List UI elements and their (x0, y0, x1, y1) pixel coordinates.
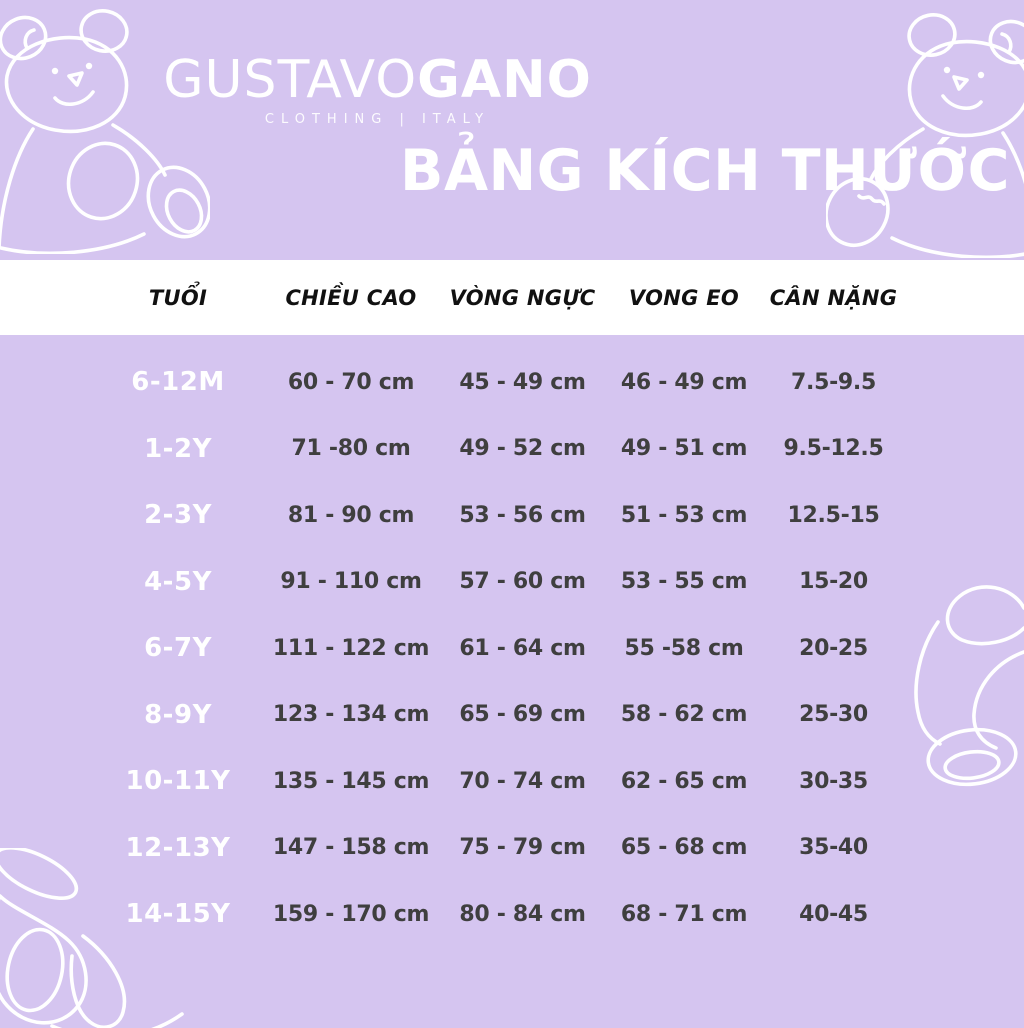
header-height: CHIỀU CAO (285, 285, 417, 310)
age-cell: 12-13Y (125, 832, 231, 863)
table-header: TUỔI CHIỀU CAO VÒNG NGỰC VONG EO CÂN NẶN… (0, 260, 1024, 335)
brand-name: GUSTAVOGANO (55, 50, 700, 110)
weight-cell: 20-25 (799, 635, 868, 661)
waist-cell: 46 - 49 cm (620, 369, 748, 395)
brand-logo: GUSTAVOGANO CLOTHING | ITALY (55, 50, 700, 128)
table-row: 6-12M 60 - 70 cm 45 - 49 cm 46 - 49 cm 7… (0, 349, 1024, 416)
waist-cell: 65 - 68 cm (620, 835, 748, 861)
header-age: TUỔI (148, 285, 208, 310)
height-cell: 135 - 145 cm (272, 768, 430, 794)
age-cell: 2-3Y (144, 500, 212, 531)
weight-cell: 35-40 (799, 835, 868, 861)
waist-cell: 49 - 51 cm (620, 436, 748, 462)
chest-cell: 80 - 84 cm (459, 901, 586, 927)
table-row: 12-13Y 147 - 158 cm 75 - 79 cm 65 - 68 c… (0, 815, 1024, 882)
header-waist: VONG EO (628, 285, 740, 310)
chest-cell: 57 - 60 cm (459, 569, 586, 595)
waist-cell: 53 - 55 cm (620, 569, 748, 595)
teddy-bear-top-right-icon (826, 13, 1024, 258)
height-cell: 60 - 70 cm (287, 369, 415, 395)
height-cell: 123 - 134 cm (272, 702, 430, 728)
waist-cell: 62 - 65 cm (620, 768, 748, 794)
chest-cell: 53 - 56 cm (459, 502, 586, 528)
age-cell: 1-2Y (144, 433, 212, 464)
table-row: 1-2Y 71 -80 cm 49 - 52 cm 49 - 51 cm 9.5… (0, 416, 1024, 483)
age-cell: 14-15Y (125, 899, 231, 930)
waist-cell: 68 - 71 cm (620, 901, 748, 927)
chest-cell: 65 - 69 cm (459, 702, 586, 728)
waist-cell: 55 -58 cm (624, 635, 744, 661)
brand-name-regular: GUSTAVO (163, 50, 418, 110)
waist-cell: 51 - 53 cm (620, 502, 748, 528)
table-row: 8-9Y 123 - 134 cm 65 - 69 cm 58 - 62 cm … (0, 682, 1024, 749)
teddy-bear-top-left-icon (0, 9, 210, 254)
chest-cell: 61 - 64 cm (459, 635, 586, 661)
weight-cell: 15-20 (799, 569, 868, 595)
waist-cell: 58 - 62 cm (620, 702, 748, 728)
age-cell: 4-5Y (144, 566, 212, 597)
age-cell: 6-7Y (144, 633, 212, 664)
age-cell: 8-9Y (144, 699, 212, 730)
weight-cell: 40-45 (799, 901, 868, 927)
table-row: 6-7Y 111 - 122 cm 61 - 64 cm 55 -58 cm 2… (0, 615, 1024, 682)
weight-cell: 7.5-9.5 (791, 369, 876, 395)
weight-cell: 30-35 (799, 768, 868, 794)
age-cell: 6-12M (131, 367, 225, 398)
height-cell: 147 - 158 cm (272, 835, 430, 861)
page-title: BẢNG KÍCH THƯỚC (400, 138, 1010, 204)
age-cell: 10-11Y (125, 766, 231, 797)
height-cell: 159 - 170 cm (272, 901, 430, 927)
chest-cell: 49 - 52 cm (459, 436, 586, 462)
table-row: 10-11Y 135 - 145 cm 70 - 74 cm 62 - 65 c… (0, 748, 1024, 815)
height-cell: 81 - 90 cm (287, 502, 415, 528)
table-row: 4-5Y 91 - 110 cm 57 - 60 cm 53 - 55 cm 1… (0, 549, 1024, 616)
height-cell: 111 - 122 cm (272, 635, 430, 661)
weight-cell: 9.5-12.5 (783, 436, 884, 462)
brand-tagline: CLOTHING | ITALY (264, 112, 491, 128)
weight-cell: 12.5-15 (787, 502, 880, 528)
header-chest: VÒNG NGỰC (449, 285, 596, 310)
chest-cell: 70 - 74 cm (459, 768, 586, 794)
chest-cell: 45 - 49 cm (459, 369, 586, 395)
header-weight: CÂN NẶNG (769, 285, 898, 310)
chest-cell: 75 - 79 cm (459, 835, 586, 861)
height-cell: 91 - 110 cm (280, 569, 422, 595)
height-cell: 71 -80 cm (291, 436, 411, 462)
table-row: 14-15Y 159 - 170 cm 80 - 84 cm 68 - 71 c… (0, 881, 1024, 948)
weight-cell: 25-30 (799, 702, 868, 728)
brand-name-bold: GANO (417, 50, 592, 110)
table-row: 2-3Y 81 - 90 cm 53 - 56 cm 51 - 53 cm 12… (0, 482, 1024, 549)
size-table: 6-12M 60 - 70 cm 45 - 49 cm 46 - 49 cm 7… (0, 349, 1024, 948)
